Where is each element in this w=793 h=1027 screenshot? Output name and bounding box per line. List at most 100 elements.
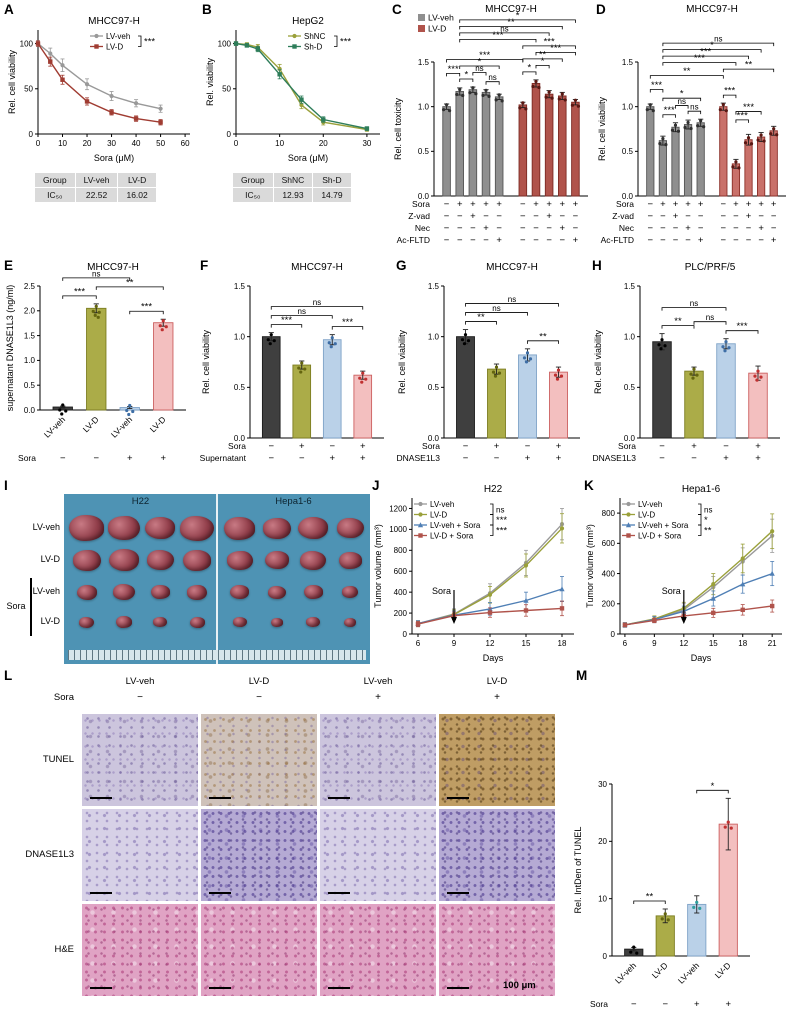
bar — [261, 336, 281, 439]
text-shape: ** — [507, 17, 515, 28]
text-shape: LV-D — [106, 42, 123, 51]
text-shape: Sora — [18, 453, 36, 463]
text-shape: 15 — [709, 639, 718, 648]
path-shape — [680, 617, 687, 624]
text-shape: − — [698, 223, 704, 234]
series-marker — [133, 116, 139, 121]
series-marker — [84, 99, 90, 104]
text-shape: − — [721, 211, 727, 222]
text-shape: H22 — [484, 484, 503, 495]
text-shape: − — [546, 223, 552, 234]
text-shape: ns — [492, 304, 500, 313]
text-shape: 10 — [275, 139, 284, 148]
text-shape: *** — [141, 302, 152, 313]
column-label: LV-veh — [125, 676, 155, 687]
text-shape: − — [662, 999, 668, 1010]
sig-bracket — [696, 789, 729, 794]
series-marker — [559, 586, 565, 592]
tumor — [72, 549, 101, 571]
data-point — [447, 109, 452, 113]
sig-bracket — [522, 71, 537, 75]
data-point — [664, 143, 668, 147]
text-shape: 40 — [132, 139, 141, 148]
legend-swatch — [418, 14, 425, 21]
data-point — [127, 412, 131, 417]
tumor — [264, 551, 289, 569]
data-point — [666, 918, 670, 922]
text-shape: 12 — [679, 639, 688, 648]
text-shape: LV-D — [430, 510, 447, 519]
text-shape: − — [721, 199, 727, 210]
text-shape: ns — [92, 269, 100, 278]
sig-bracket — [459, 65, 500, 70]
sig-bracket — [675, 105, 689, 109]
text-shape: 1.5 — [428, 282, 440, 291]
text-shape: − — [444, 199, 450, 210]
sig-bracket — [138, 35, 142, 47]
text-shape: 1.0 — [234, 332, 246, 341]
data-point — [648, 103, 652, 107]
series-marker — [299, 102, 304, 108]
text-shape: ns — [488, 73, 496, 82]
text-shape: − — [648, 223, 654, 234]
scale-bar — [447, 987, 469, 989]
sig-bracket — [459, 38, 537, 43]
text-shape: 0.5 — [234, 383, 246, 392]
text-shape: − — [533, 211, 539, 222]
text-shape: 0.0 — [622, 192, 634, 201]
text-shape: 1.0 — [624, 332, 636, 341]
text-shape: − — [648, 199, 654, 210]
data-point — [699, 119, 703, 123]
series-line — [235, 42, 368, 131]
series-marker — [740, 581, 746, 587]
data-point — [522, 356, 527, 360]
tr-shape: IC₅₀ 22.52 16.02 — [34, 187, 157, 203]
sig-bracket — [661, 307, 727, 311]
bar — [683, 124, 693, 197]
bar — [757, 136, 766, 197]
data-point — [493, 374, 498, 378]
text-shape: LV-D — [713, 960, 733, 980]
text-shape: ns — [706, 313, 714, 322]
series-marker — [523, 563, 529, 568]
data-point — [358, 376, 362, 380]
bar — [716, 343, 736, 439]
text-shape: − — [673, 223, 679, 234]
text-shape: *** — [694, 53, 705, 64]
text-shape: Sora (μM) — [288, 153, 328, 163]
ihc-image — [82, 904, 198, 996]
panel-E-chart: MHCC97-H 0.0 0.5 1.0 1.5 2.0 2.5 supernatant DN… — [5, 262, 186, 464]
data-point — [573, 98, 578, 102]
bar — [455, 91, 464, 197]
ihc-image — [201, 809, 317, 901]
sora-sign: + — [375, 692, 381, 703]
text-shape: 0 — [603, 952, 608, 961]
text-shape: − — [660, 211, 666, 222]
data-point — [692, 367, 696, 371]
data-point — [64, 409, 68, 413]
text-shape: ns — [500, 24, 508, 33]
series-marker — [487, 592, 493, 597]
bar — [646, 106, 655, 197]
text-shape: Sora — [228, 441, 246, 451]
tumor — [189, 616, 205, 628]
text-shape: Days — [483, 653, 504, 663]
data-point — [125, 408, 129, 413]
text-shape: + — [660, 199, 666, 210]
ic50-table: Group ShNC Sh-D IC₅₀ 12.93 14.79 — [232, 172, 352, 203]
tumor — [336, 518, 364, 538]
bar — [652, 341, 672, 439]
text-shape: − — [746, 235, 752, 246]
data-point — [481, 93, 485, 97]
text-shape: + — [698, 199, 704, 210]
text-shape: 0.5 — [624, 383, 636, 392]
text-shape: 50 — [24, 85, 33, 94]
data-point — [756, 369, 760, 373]
text-shape: 30 — [107, 139, 116, 148]
text-shape: + — [546, 211, 552, 222]
text-shape: *** — [479, 50, 490, 61]
series-marker — [418, 501, 423, 507]
text-shape: − — [93, 453, 99, 464]
sig-bracket — [535, 64, 550, 69]
